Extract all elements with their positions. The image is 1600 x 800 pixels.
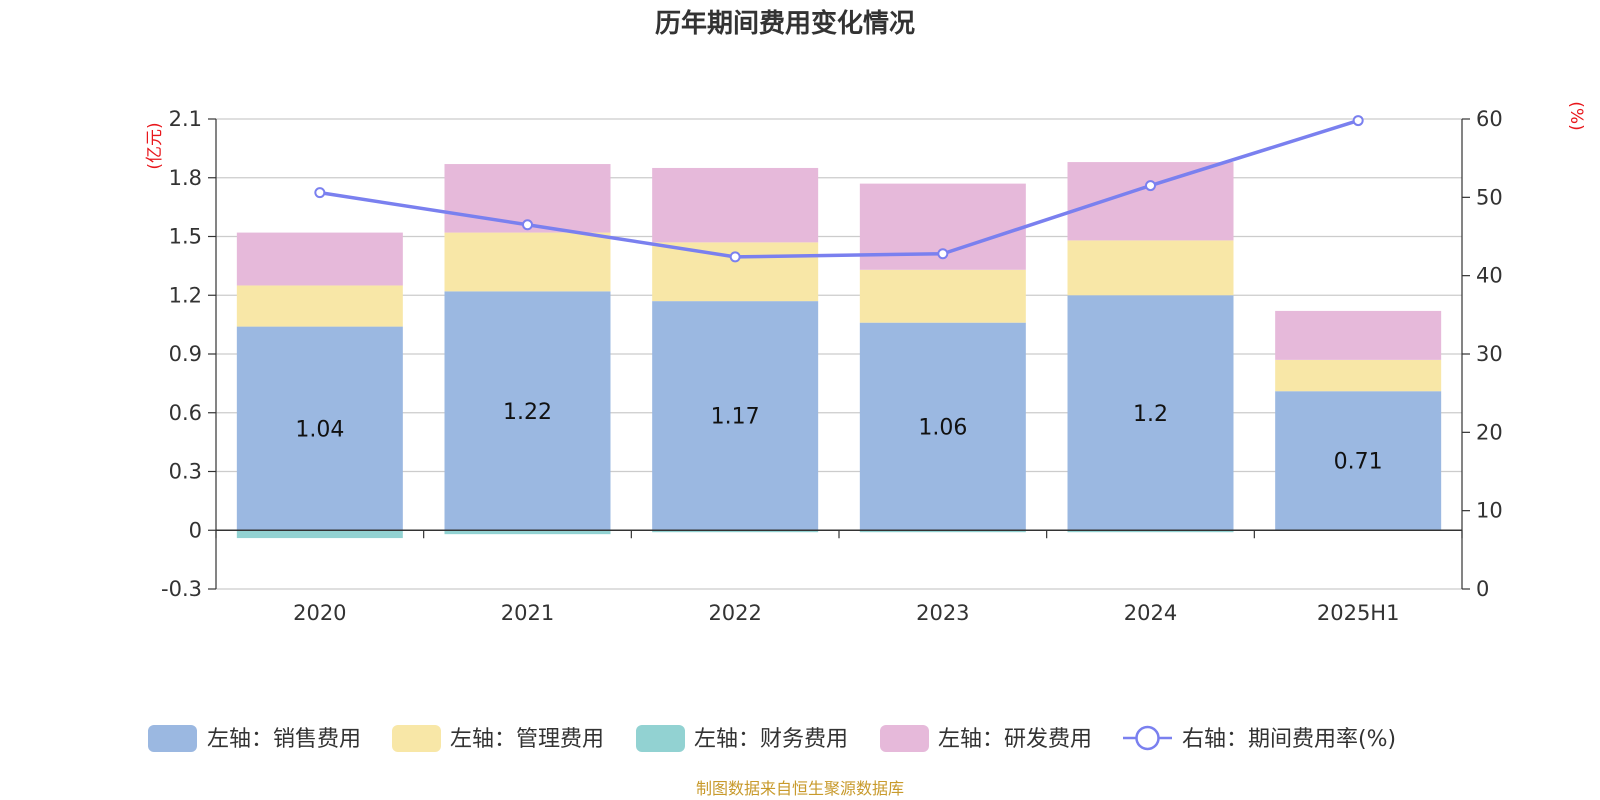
gridlines xyxy=(216,118,1462,590)
legend-swatch xyxy=(636,725,685,752)
legend-marker-icon xyxy=(1135,725,1160,751)
legend-swatch xyxy=(880,725,929,752)
bar-segment xyxy=(652,242,819,302)
bar-segment xyxy=(236,530,403,539)
right-axis-tick-label: 40 xyxy=(1476,264,1503,288)
rate-line-series xyxy=(314,115,1364,263)
left-axis-tick-label: 2.1 xyxy=(169,107,202,131)
rate-line-point xyxy=(1145,180,1156,192)
bar-segment xyxy=(652,301,819,531)
bar-segment xyxy=(444,530,611,535)
bar-segment xyxy=(1275,310,1442,360)
x-axis-tick-label: 2025H1 xyxy=(1317,601,1400,625)
bar-segment xyxy=(444,291,611,531)
bar-segment xyxy=(236,285,403,327)
right-axis-tick-label: 60 xyxy=(1476,107,1503,131)
x-axis-tick-label: 2023 xyxy=(916,601,969,625)
legend-label: 左轴：研发费用 xyxy=(938,727,1092,752)
left-axis-unit: (亿元) xyxy=(145,122,165,169)
bar-data-label: 0.71 xyxy=(1334,450,1383,475)
bar-series xyxy=(236,162,1442,539)
data-labels: 1.04 1.22 1.17 1.06 1.2 0.71 xyxy=(295,400,1382,475)
bar-segment xyxy=(652,167,819,243)
bar-segment xyxy=(1067,530,1234,533)
legend-swatch xyxy=(148,725,197,752)
legend-label: 左轴：管理费用 xyxy=(450,727,604,752)
bar-segment xyxy=(1067,240,1234,296)
right-axis-tick-label: 30 xyxy=(1476,342,1503,366)
bar-data-label: 1.22 xyxy=(503,400,552,425)
left-axis-tick-label: 1.2 xyxy=(169,283,202,307)
rate-line-point xyxy=(937,248,949,260)
rate-line-point xyxy=(314,187,326,199)
right-axis-tick-label: 10 xyxy=(1476,499,1503,523)
bar-segment xyxy=(236,232,403,286)
left-axis-tick-label: 1.5 xyxy=(169,225,202,249)
right-axis-unit: (%) xyxy=(1566,101,1586,130)
rate-line xyxy=(319,118,1359,259)
legend: 左轴：销售费用 左轴：管理费用 左轴：财务费用 左轴：研发费用 右轴：期间费用率(%) xyxy=(148,725,1396,752)
x-axis-tick-label: 2021 xyxy=(501,601,554,625)
bar-segment xyxy=(859,322,1026,531)
bar-data-label: 1.2 xyxy=(1133,402,1168,427)
left-axis-tick-label: 1.8 xyxy=(169,166,202,190)
bar-segment xyxy=(652,530,819,533)
x-axis-tick-label: 2020 xyxy=(293,601,346,625)
bar-segment xyxy=(444,232,611,292)
left-axis-tick-label: 0 xyxy=(189,518,202,542)
bar-data-label: 1.06 xyxy=(918,415,967,440)
x-axis-tick-label: 2024 xyxy=(1124,601,1177,625)
x-axis-tick-label: 2022 xyxy=(708,601,761,625)
right-axis-tick-label: 20 xyxy=(1476,420,1503,444)
data-source-note: 制图数据来自恒生聚源数据库 xyxy=(696,779,904,798)
bar-segment xyxy=(859,530,1026,533)
axes: 2.1 1.8 1.5 1.2 0.9 0.6 0.3 0 -0.3 60 50 40 30 20 10 0 2… xyxy=(161,107,1503,625)
right-axis-tick-label: 0 xyxy=(1476,577,1489,601)
left-axis-tick-label: 0.3 xyxy=(169,460,202,484)
bar-segment xyxy=(236,326,403,531)
left-axis-tick-label: -0.3 xyxy=(161,577,202,601)
left-axis-tick-label: 0.9 xyxy=(169,342,202,366)
bar-data-label: 1.04 xyxy=(295,417,344,442)
bar-segment xyxy=(1067,295,1234,531)
legend-label: 左轴：财务费用 xyxy=(694,727,848,752)
chart-title: 历年期间费用变化情况 xyxy=(655,8,915,39)
bar-segment xyxy=(1275,359,1442,392)
rate-line-point xyxy=(522,219,533,231)
right-axis-tick-label: 50 xyxy=(1476,185,1503,209)
left-axis-tick-label: 0.6 xyxy=(169,401,202,425)
bar-data-label: 1.17 xyxy=(711,405,760,430)
bar-segment xyxy=(859,269,1026,323)
bar-segment xyxy=(1067,162,1234,241)
legend-label: 右轴：期间费用率(%) xyxy=(1182,727,1396,752)
rate-line-point xyxy=(729,251,741,263)
legend-swatch xyxy=(392,725,441,752)
legend-label: 左轴：销售费用 xyxy=(207,727,361,752)
rate-line-point xyxy=(1352,115,1364,127)
bar-segment xyxy=(1275,391,1442,531)
